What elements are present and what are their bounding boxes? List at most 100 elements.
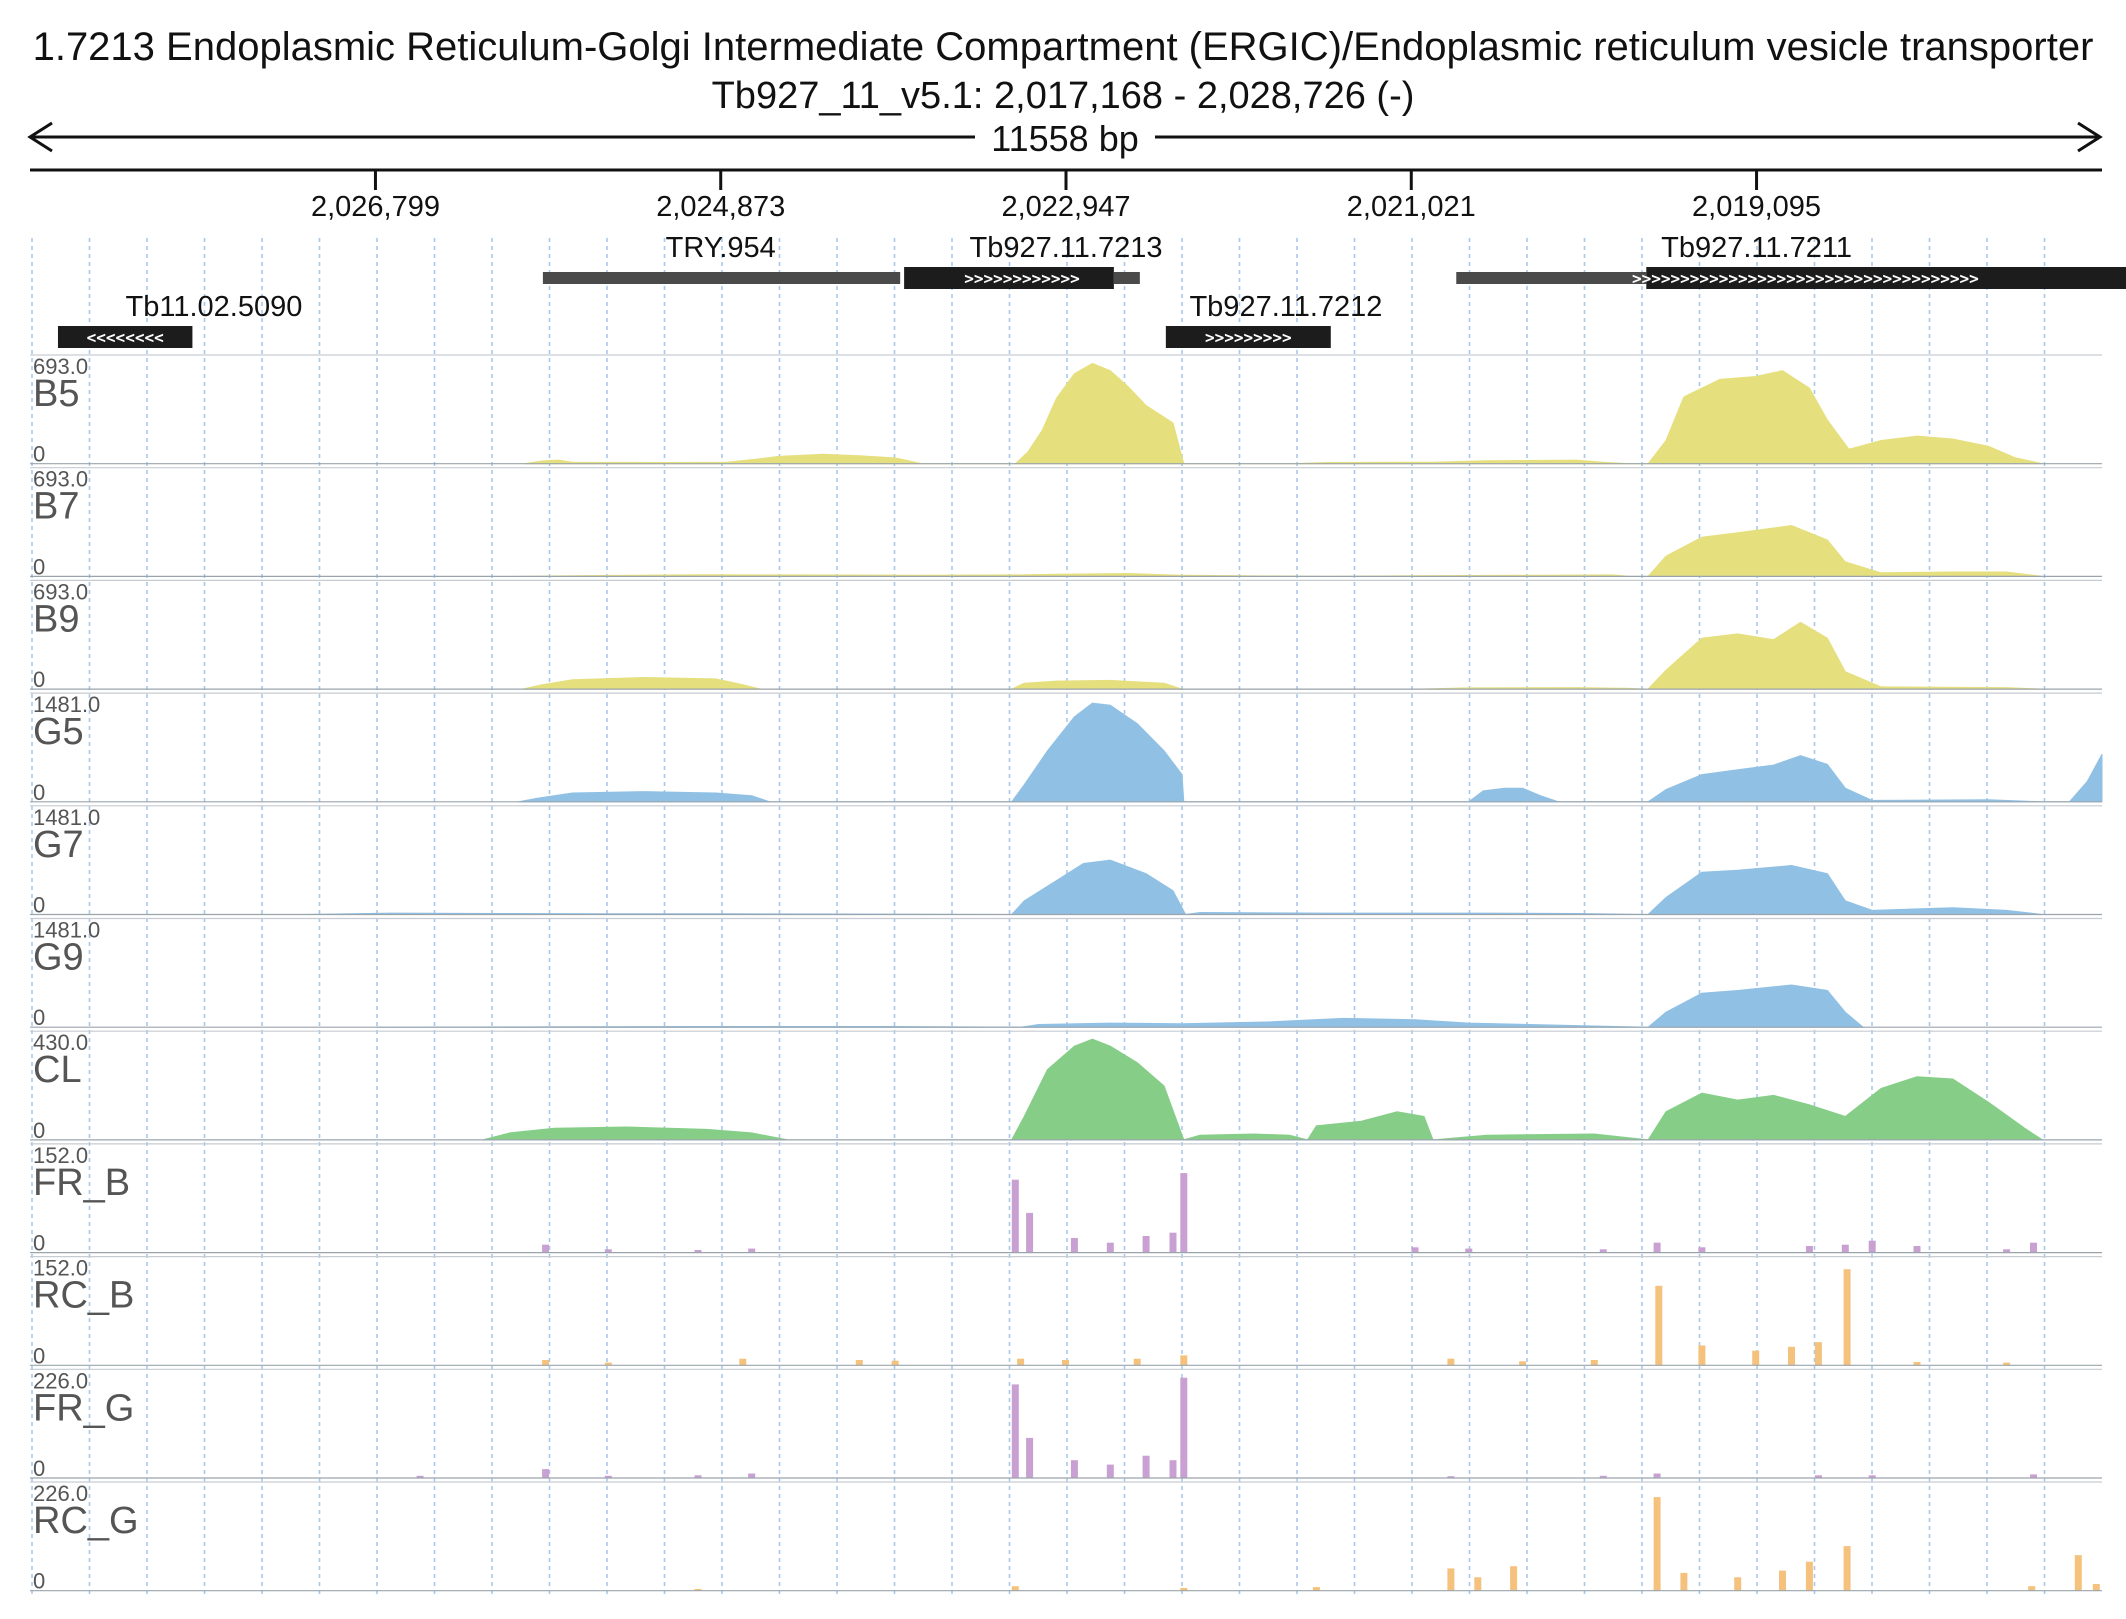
track-min-label: 0	[33, 1005, 45, 1030]
coverage-bar	[1133, 1358, 1141, 1366]
coverage-bar	[1779, 1570, 1786, 1591]
coverage-bar	[1011, 1384, 1019, 1478]
track-max-label: 693.0	[33, 579, 88, 604]
coverage-bar	[1017, 1358, 1025, 1366]
coverage-bar	[604, 1249, 612, 1253]
coverage-bar	[542, 1360, 550, 1366]
coverage-bar	[542, 1469, 550, 1478]
gene-label: Tb927.11.7213	[970, 232, 1163, 264]
track-b9: 693.0B9 0	[30, 579, 2102, 692]
axis-tick-label: 2,019,095	[1692, 191, 1821, 223]
gene-utr-block	[1456, 272, 1647, 284]
track-fr-b: 152.0FR_B 0	[30, 1143, 2102, 1256]
span-arrowhead-left	[27, 121, 53, 153]
coverage-bar	[1180, 1588, 1188, 1591]
coverage-bar	[1142, 1236, 1150, 1253]
gene-label: Tb927.11.7211	[1661, 232, 1852, 264]
axis-tick-label: 2,026,799	[311, 191, 440, 223]
coverage-bar	[1788, 1346, 1795, 1366]
gene-tb927-11-7212[interactable]: >>>>>>>>> Tb927.11.7212	[1165, 291, 1383, 348]
coverage-bar	[1913, 1362, 1921, 1366]
track-min-label: 0	[33, 1456, 45, 1481]
strand-chevrons: >>>>>>>>>>>>	[964, 269, 1080, 288]
gene-try-954[interactable]: TRY.954	[542, 232, 901, 284]
coverage-bar	[1843, 1546, 1851, 1591]
track-g9: 1481.0G9 0	[30, 918, 2102, 1030]
coverage-bar	[542, 1244, 550, 1253]
track-b5: 693.0B5 0	[30, 354, 2102, 467]
coverage-bar	[1599, 1249, 1607, 1253]
axis-tick-label: 2,024,873	[656, 191, 785, 223]
coverage-bar	[2074, 1555, 2082, 1591]
locus-label: Tb927_11_v5.1: 2,017,168 - 2,028,726 (-)	[712, 75, 1415, 117]
track-name-label: B7	[33, 486, 79, 528]
track-max-label: 152.0	[33, 1143, 88, 1168]
span-ruler: 11558 bp	[27, 118, 2103, 159]
coverage-bar	[1653, 1473, 1661, 1478]
track-name-label: G7	[33, 824, 84, 866]
coverage-bar	[855, 1360, 863, 1366]
position-axis: 2,026,799 2,024,873 2,022,947 2,021,021 2,01…	[30, 168, 2102, 223]
coverage-bar	[1653, 1242, 1661, 1253]
track-min-label: 0	[33, 1569, 45, 1594]
coverage-bar	[1868, 1240, 1876, 1253]
gene-label: Tb11.02.5090	[126, 291, 303, 323]
gene-tb11-02-5090[interactable]: <<<<<<<< Tb11.02.5090	[57, 291, 303, 348]
track-b7: 693.0B7 0	[30, 467, 2102, 579]
coverage-bar	[1011, 1179, 1019, 1253]
coverage-area	[482, 1038, 2045, 1141]
coverage-bar	[1510, 1566, 1518, 1591]
coverage-bar	[604, 1362, 612, 1366]
coverage-bar	[1519, 1361, 1527, 1366]
coverage-bar	[416, 1475, 424, 1478]
track-max-label: 1481.0	[33, 692, 100, 717]
coverage-bar	[739, 1358, 747, 1366]
coverage-bar	[748, 1473, 756, 1478]
track-name-label: FR_G	[33, 1387, 134, 1429]
gene-cds-block	[1165, 326, 1331, 348]
coverage-bar	[1011, 1586, 1019, 1591]
track-name-label: FR_B	[33, 1162, 130, 1204]
coverage-bar	[1590, 1360, 1598, 1366]
track-rc-b: 152.0RC_B 0	[30, 1256, 2102, 1368]
coverage-bar	[694, 1250, 702, 1253]
track-max-label: 1481.0	[33, 805, 100, 830]
coverage-bar	[1805, 1561, 1813, 1591]
coverage-bar	[1465, 1248, 1473, 1253]
track-max-label: 1481.0	[33, 918, 100, 943]
coverage-bar	[1026, 1437, 1034, 1478]
track-min-label: 0	[33, 554, 45, 579]
track-max-label: 430.0	[33, 1030, 88, 1055]
gene-title: 1.7213 Endoplasmic Reticulum-Golgi Inter…	[33, 25, 2094, 69]
track-name-label: RC_G	[33, 1500, 139, 1542]
coverage-bar	[1814, 1475, 1822, 1478]
gene-tb927-11-7213[interactable]: >>>>>>>>>>>> Tb927.11.7213	[904, 232, 1162, 289]
coverage-bar	[1062, 1360, 1069, 1366]
axis-tick-label: 2,021,021	[1347, 191, 1476, 223]
gene-cds-block	[904, 267, 1114, 289]
gene-cds-block	[57, 326, 193, 348]
span-length-label: 11558 bp	[991, 118, 1138, 159]
track-name-label: G9	[33, 937, 84, 979]
coverage-bar	[2030, 1474, 2037, 1478]
track-name-label: RC_B	[33, 1275, 134, 1317]
strand-chevrons: >>>>>>>>>>>>>>>>>>>>>>>>>>>>>>>>>>>>	[1632, 269, 1979, 288]
gene-tb927-11-7211[interactable]: >>>>>>>>>>>>>>>>>>>>>>>>>>>>>>>>>>>> Tb92…	[1456, 232, 2126, 289]
track-max-label: 693.0	[33, 467, 88, 492]
gene-utr-block	[1113, 272, 1140, 284]
coverage-bar	[1070, 1238, 1078, 1253]
gene-annotation-track: TRY.954>>>>>>>>>>>>Tb927.11.7213>>>>>>>>…	[57, 232, 2126, 348]
track-max-label: 226.0	[33, 1481, 88, 1506]
track-name-label: CL	[33, 1049, 82, 1091]
coverage-bar	[1169, 1460, 1177, 1478]
coverage-bar	[694, 1475, 702, 1478]
track-min-label: 0	[33, 1118, 45, 1143]
gene-utr-block	[542, 272, 901, 284]
coverage-bar	[1312, 1587, 1320, 1591]
coverage-bar	[1180, 1377, 1188, 1478]
coverage-bar	[2030, 1242, 2037, 1253]
coverage-area	[522, 621, 2043, 690]
track-max-label: 226.0	[33, 1368, 88, 1393]
coverage-bar	[1070, 1460, 1078, 1478]
coverage-bar	[1814, 1342, 1822, 1366]
